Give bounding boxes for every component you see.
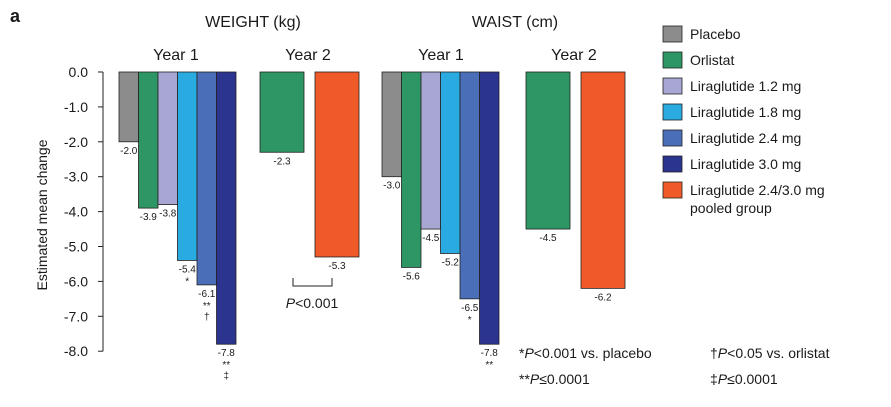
bar	[216, 71, 237, 345]
bar	[420, 71, 441, 230]
significance-mark: **	[203, 301, 211, 312]
significance-mark: *	[468, 315, 472, 326]
bar	[177, 71, 198, 261]
bar-value-label: -5.2	[442, 257, 460, 268]
bar	[525, 71, 571, 230]
y-axis-label: Estimated mean change	[34, 139, 50, 290]
y-tick-label: -4.0	[64, 204, 88, 220]
bar-value-label: -3.8	[159, 209, 177, 220]
subgroup-label: Year 2	[551, 47, 597, 64]
legend-label: Liraglutide 3.0 mg	[690, 156, 801, 172]
legend-swatch	[662, 51, 683, 69]
bar-value-label: -3.9	[140, 212, 158, 223]
y-tick-label: -2.0	[64, 134, 88, 150]
group-title: WEIGHT (kg)	[205, 14, 301, 31]
significance-mark: †	[204, 312, 210, 323]
y-tick-label: -6.0	[64, 273, 88, 289]
bar	[381, 71, 402, 178]
bar	[138, 71, 159, 209]
bar	[440, 71, 461, 254]
subgroup-label: Year 1	[418, 47, 464, 64]
legend-swatch	[662, 25, 683, 43]
bar	[157, 71, 178, 206]
bar	[479, 71, 500, 345]
y-tick-label: 0.0	[69, 64, 89, 80]
legend-label: Liraglutide 2.4/3.0 mg	[690, 182, 825, 198]
y-tick-label: -1.0	[64, 99, 88, 115]
significance-mark: **	[222, 360, 230, 371]
subgroup-label: Year 1	[153, 47, 199, 64]
subgroup-label: Year 2	[285, 47, 331, 64]
bar	[401, 71, 422, 268]
comparison-bracket	[292, 278, 333, 287]
significance-mark: *	[185, 276, 189, 287]
bar-value-label: -3.0	[383, 181, 401, 192]
comparison-p-value: P<0.001	[286, 295, 339, 311]
legend-swatch	[662, 181, 683, 199]
bar	[196, 71, 217, 286]
legend-label: Orlistat	[690, 52, 734, 68]
bar-value-label: -5.4	[179, 264, 197, 275]
bar	[459, 71, 480, 300]
bar-value-label: -6.1	[198, 289, 216, 300]
legend-label: Placebo	[690, 26, 741, 42]
y-tick-label: -3.0	[64, 169, 88, 185]
bar-value-label: -6.2	[594, 292, 612, 303]
y-tick-label: -5.0	[64, 239, 88, 255]
significance-mark: ‡	[223, 371, 229, 382]
bar-value-label: -5.3	[328, 261, 346, 272]
legend-swatch	[662, 103, 683, 121]
y-tick-label: -7.0	[64, 308, 88, 324]
footnote: **P≤0.0001	[519, 371, 590, 387]
bar-value-label: -7.8	[218, 348, 236, 359]
bar	[580, 71, 626, 289]
legend-label: pooled group	[690, 200, 772, 216]
bar-value-label: -7.8	[481, 348, 499, 359]
legend-swatch	[662, 77, 683, 95]
bar-value-label: -5.6	[403, 271, 421, 282]
legend-label: Liraglutide 2.4 mg	[690, 130, 801, 146]
legend-swatch	[662, 155, 683, 173]
bar	[259, 71, 305, 153]
bar-value-label: -2.0	[120, 146, 138, 157]
footnote: *P<0.001 vs. placebo	[519, 345, 652, 361]
bar	[314, 71, 360, 258]
legend-swatch	[662, 129, 683, 147]
bar	[118, 71, 139, 143]
bar-value-label: -4.5	[422, 233, 440, 244]
y-tick-label: -8.0	[64, 343, 88, 359]
footnote: †P<0.05 vs. orlistat	[710, 345, 830, 361]
bar-value-label: -6.5	[461, 303, 479, 314]
significance-mark: **	[485, 360, 493, 371]
legend-label: Liraglutide 1.2 mg	[690, 78, 801, 94]
panel-label: a	[10, 6, 21, 26]
group-title: WAIST (cm)	[472, 14, 558, 31]
footnote: ‡P≤0.0001	[710, 371, 778, 387]
bar-value-label: -4.5	[539, 233, 557, 244]
bar-value-label: -2.3	[273, 156, 291, 167]
legend-label: Liraglutide 1.8 mg	[690, 104, 801, 120]
